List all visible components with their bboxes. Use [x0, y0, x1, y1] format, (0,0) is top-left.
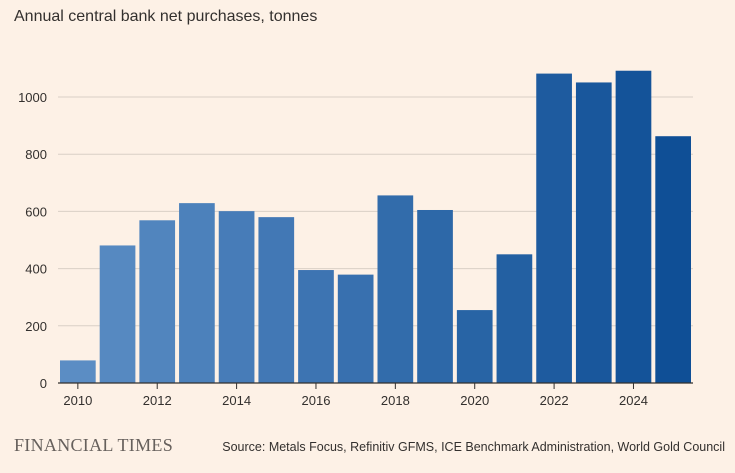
x-tick-label: 2020	[460, 393, 489, 408]
bars	[60, 70, 691, 383]
bar-2010	[60, 360, 96, 383]
x-tick-label: 2022	[540, 393, 569, 408]
bar-2018	[377, 195, 414, 383]
y-tick-label: 0	[40, 376, 47, 391]
x-tick-label: 2018	[381, 393, 410, 408]
x-axis: 2010 2012 2014 2016 2018 2020 2022 2024	[58, 382, 693, 408]
bar-2020	[456, 310, 493, 383]
x-tick-label: 2012	[143, 393, 172, 408]
bar-2015	[258, 217, 295, 383]
y-tick-label: 200	[25, 319, 47, 334]
bar-2016	[298, 270, 334, 383]
y-tick-label: 800	[25, 147, 47, 162]
bar-2025	[655, 136, 691, 383]
source-note: Source: Metals Focus, Refinitiv GFMS, IC…	[222, 440, 725, 454]
x-tick-label: 2016	[302, 393, 331, 408]
bar-2021	[496, 254, 533, 383]
bar-2023	[575, 82, 612, 383]
y-tick-label: 400	[25, 262, 47, 277]
x-tick-label: 2024	[619, 393, 648, 408]
chart-title: Annual central bank net purchases, tonne…	[14, 8, 318, 25]
bar-2019	[417, 209, 453, 383]
bar-2011	[99, 245, 136, 383]
bar-2013	[179, 203, 215, 383]
y-axis-labels: 0 200 400 600 800 1000	[18, 90, 47, 391]
y-tick-label: 1000	[18, 90, 47, 105]
x-tick-label: 2014	[222, 393, 251, 408]
x-tick-label: 2010	[63, 393, 92, 408]
bar-2022	[536, 73, 572, 383]
bar-2017	[337, 274, 374, 383]
bar-2014	[218, 211, 255, 383]
brand-logo: FINANCIAL TIMES	[14, 435, 174, 455]
bar-2024	[615, 70, 652, 383]
bar-2012	[139, 220, 176, 383]
y-tick-label: 600	[25, 204, 47, 219]
